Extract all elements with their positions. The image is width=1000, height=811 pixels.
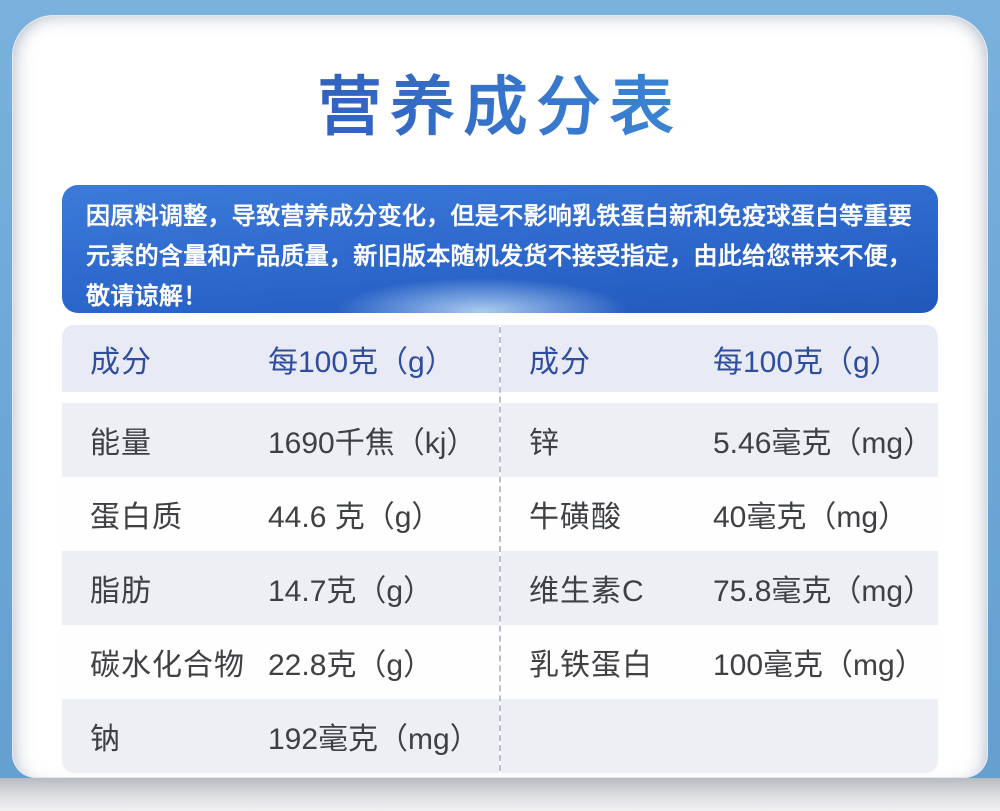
nutrition-card: 营养成分表 因原料调整，导致营养成分变化，但是不影响乳铁蛋白新和免疫球蛋白等重要… (12, 15, 988, 778)
notice-line-1: 因原料调整，导致营养成分变化，但是不影响乳铁蛋白新和免疫球蛋白等重要 (86, 203, 913, 230)
column-header-amount: 每100克（g） (713, 345, 900, 379)
header-separator (501, 392, 938, 403)
table-row: 蛋白质 44.6 克（g） (62, 477, 499, 551)
column-header-component: 成分 (529, 345, 591, 379)
bottom-edge (0, 778, 1000, 811)
nutrition-table: 成分 每100克（g） 能量 1690千焦（kj） 蛋白质 44.6 克（g） … (62, 325, 938, 773)
notice-line-2: 元素的含量和产品质量，新旧版本随机发货不接受指定，由此给您带来不便， (86, 243, 913, 270)
row-value: 1690千焦（kj） (268, 427, 477, 460)
row-label: 蛋白质 (90, 501, 183, 534)
header-separator (62, 392, 499, 403)
column-header-amount: 每100克（g） (268, 345, 455, 379)
row-label: 脂肪 (90, 575, 152, 608)
row-label: 维生素C (529, 575, 645, 608)
row-value: 192毫克（mg） (268, 723, 480, 756)
page-title: 营养成分表 (12, 71, 988, 143)
row-label: 锌 (529, 427, 560, 460)
row-value: 40毫克（mg） (713, 501, 909, 534)
row-value: 44.6 克（g） (268, 501, 442, 534)
notice-line-3: 敬请谅解！ (86, 283, 208, 310)
table-row: 乳铁蛋白 100毫克（mg） (501, 625, 938, 699)
table-column-left: 成分 每100克（g） 能量 1690千焦（kj） 蛋白质 44.6 克（g） … (62, 325, 499, 773)
table-row: 锌 5.46毫克（mg） (501, 403, 938, 477)
row-label: 乳铁蛋白 (529, 649, 653, 682)
row-label: 钠 (90, 723, 121, 756)
row-label: 牛磺酸 (529, 501, 622, 534)
row-label: 能量 (90, 427, 152, 460)
table-header-row: 成分 每100克（g） (62, 325, 499, 392)
table-header-row: 成分 每100克（g） (501, 325, 938, 392)
table-row: 钠 192毫克（mg） (62, 699, 499, 773)
row-label: 碳水化合物 (90, 649, 245, 682)
row-value: 14.7克（g） (268, 575, 434, 608)
table-row: 能量 1690千焦（kj） (62, 403, 499, 477)
row-value: 5.46毫克（mg） (713, 427, 934, 460)
table-row-empty (501, 699, 938, 773)
column-header-component: 成分 (90, 345, 152, 379)
table-column-right: 成分 每100克（g） 锌 5.46毫克（mg） 牛磺酸 40毫克（mg） 维生… (501, 325, 938, 773)
table-row: 牛磺酸 40毫克（mg） (501, 477, 938, 551)
row-value: 75.8毫克（mg） (713, 575, 934, 608)
row-value: 22.8克（g） (268, 649, 434, 682)
notice-banner: 因原料调整，导致营养成分变化，但是不影响乳铁蛋白新和免疫球蛋白等重要 元素的含量… (62, 185, 938, 313)
column-divider (499, 327, 501, 771)
table-row: 脂肪 14.7克（g） (62, 551, 499, 625)
table-row: 碳水化合物 22.8克（g） (62, 625, 499, 699)
table-row: 维生素C 75.8毫克（mg） (501, 551, 938, 625)
row-value: 100毫克（mg） (713, 649, 925, 682)
